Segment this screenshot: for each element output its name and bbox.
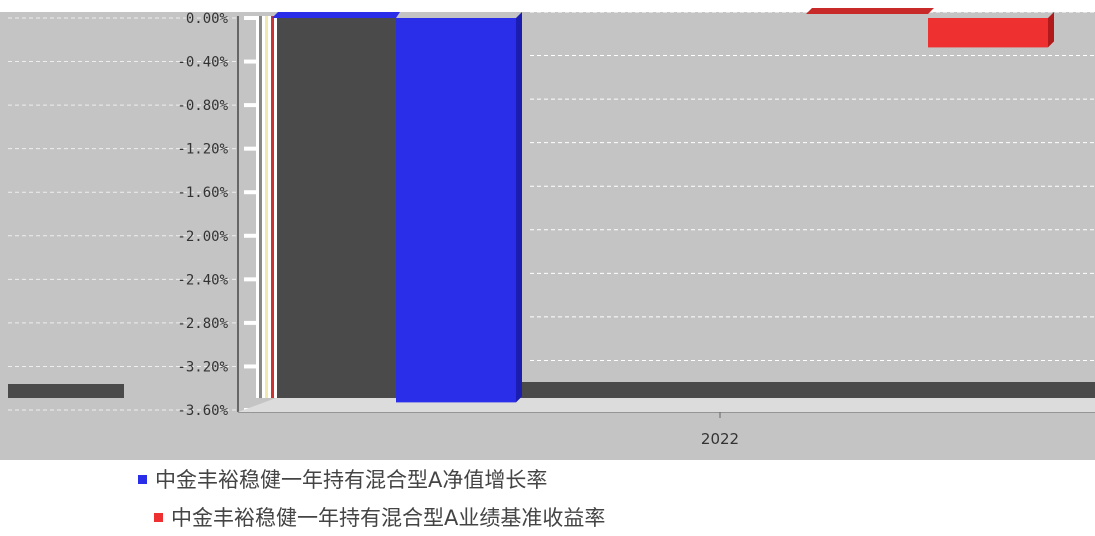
y-tick-label: -2.40% [177, 272, 228, 288]
axis-stripe [271, 16, 274, 398]
axis-stripe [262, 16, 265, 398]
y-tick-label: -0.80% [177, 98, 228, 114]
bars [272, 8, 1054, 403]
y-tick-label: -2.80% [177, 316, 228, 332]
floor-dark-band [520, 382, 1095, 398]
y-tick-label: -1.60% [177, 185, 228, 201]
y-tick-label: -3.60% [177, 403, 228, 419]
bar-nav-side [516, 12, 522, 403]
y-tick-label: 0.00% [186, 11, 229, 27]
bar-benchmark-2022 [928, 18, 1048, 48]
y-axis-ticks: 0.00% -0.40% -0.80% -1.20% -1.60% -2.00% -2.40… [177, 11, 228, 419]
axis-stripe [256, 16, 259, 398]
legend-label-nav: 中金丰裕稳健一年持有混合型A净值增长率 [155, 468, 548, 492]
legend-label-benchmark: 中金丰裕稳健一年持有混合型A业绩基准收益率 [171, 506, 606, 530]
legend-item-benchmark: 中金丰裕稳健一年持有混合型A业绩基准收益率 [138, 498, 958, 536]
x-axis-labels: 2022 [701, 412, 739, 448]
y-tick-label: -2.00% [177, 229, 228, 245]
legend-item-nav: 中金丰裕稳健一年持有混合型A净值增长率 [138, 460, 958, 498]
y-tick-label: -3.20% [177, 359, 228, 375]
axis-stripe [259, 16, 262, 398]
legend-swatch-benchmark [154, 512, 163, 522]
side-dark-panel [276, 16, 396, 398]
axis-stripe [265, 16, 268, 398]
floor [238, 398, 1095, 412]
y-tick-label: -0.40% [177, 55, 228, 71]
bar-nav-top [272, 12, 400, 18]
legend-swatch-nav [138, 474, 147, 484]
x-category-label: 2022 [701, 430, 739, 448]
bar-benchmark-side [1048, 12, 1054, 48]
y-tick-label: -1.20% [177, 142, 228, 158]
legend: 中金丰裕稳健一年持有混合型A净值增长率 中金丰裕稳健一年持有混合型A业绩基准收益… [138, 460, 958, 536]
left-dark-band [8, 384, 124, 398]
axis-stripe [274, 16, 277, 398]
axis-stripe [268, 16, 271, 398]
bar-nav-2022 [396, 18, 516, 403]
bar-benchmark-top [806, 8, 934, 14]
